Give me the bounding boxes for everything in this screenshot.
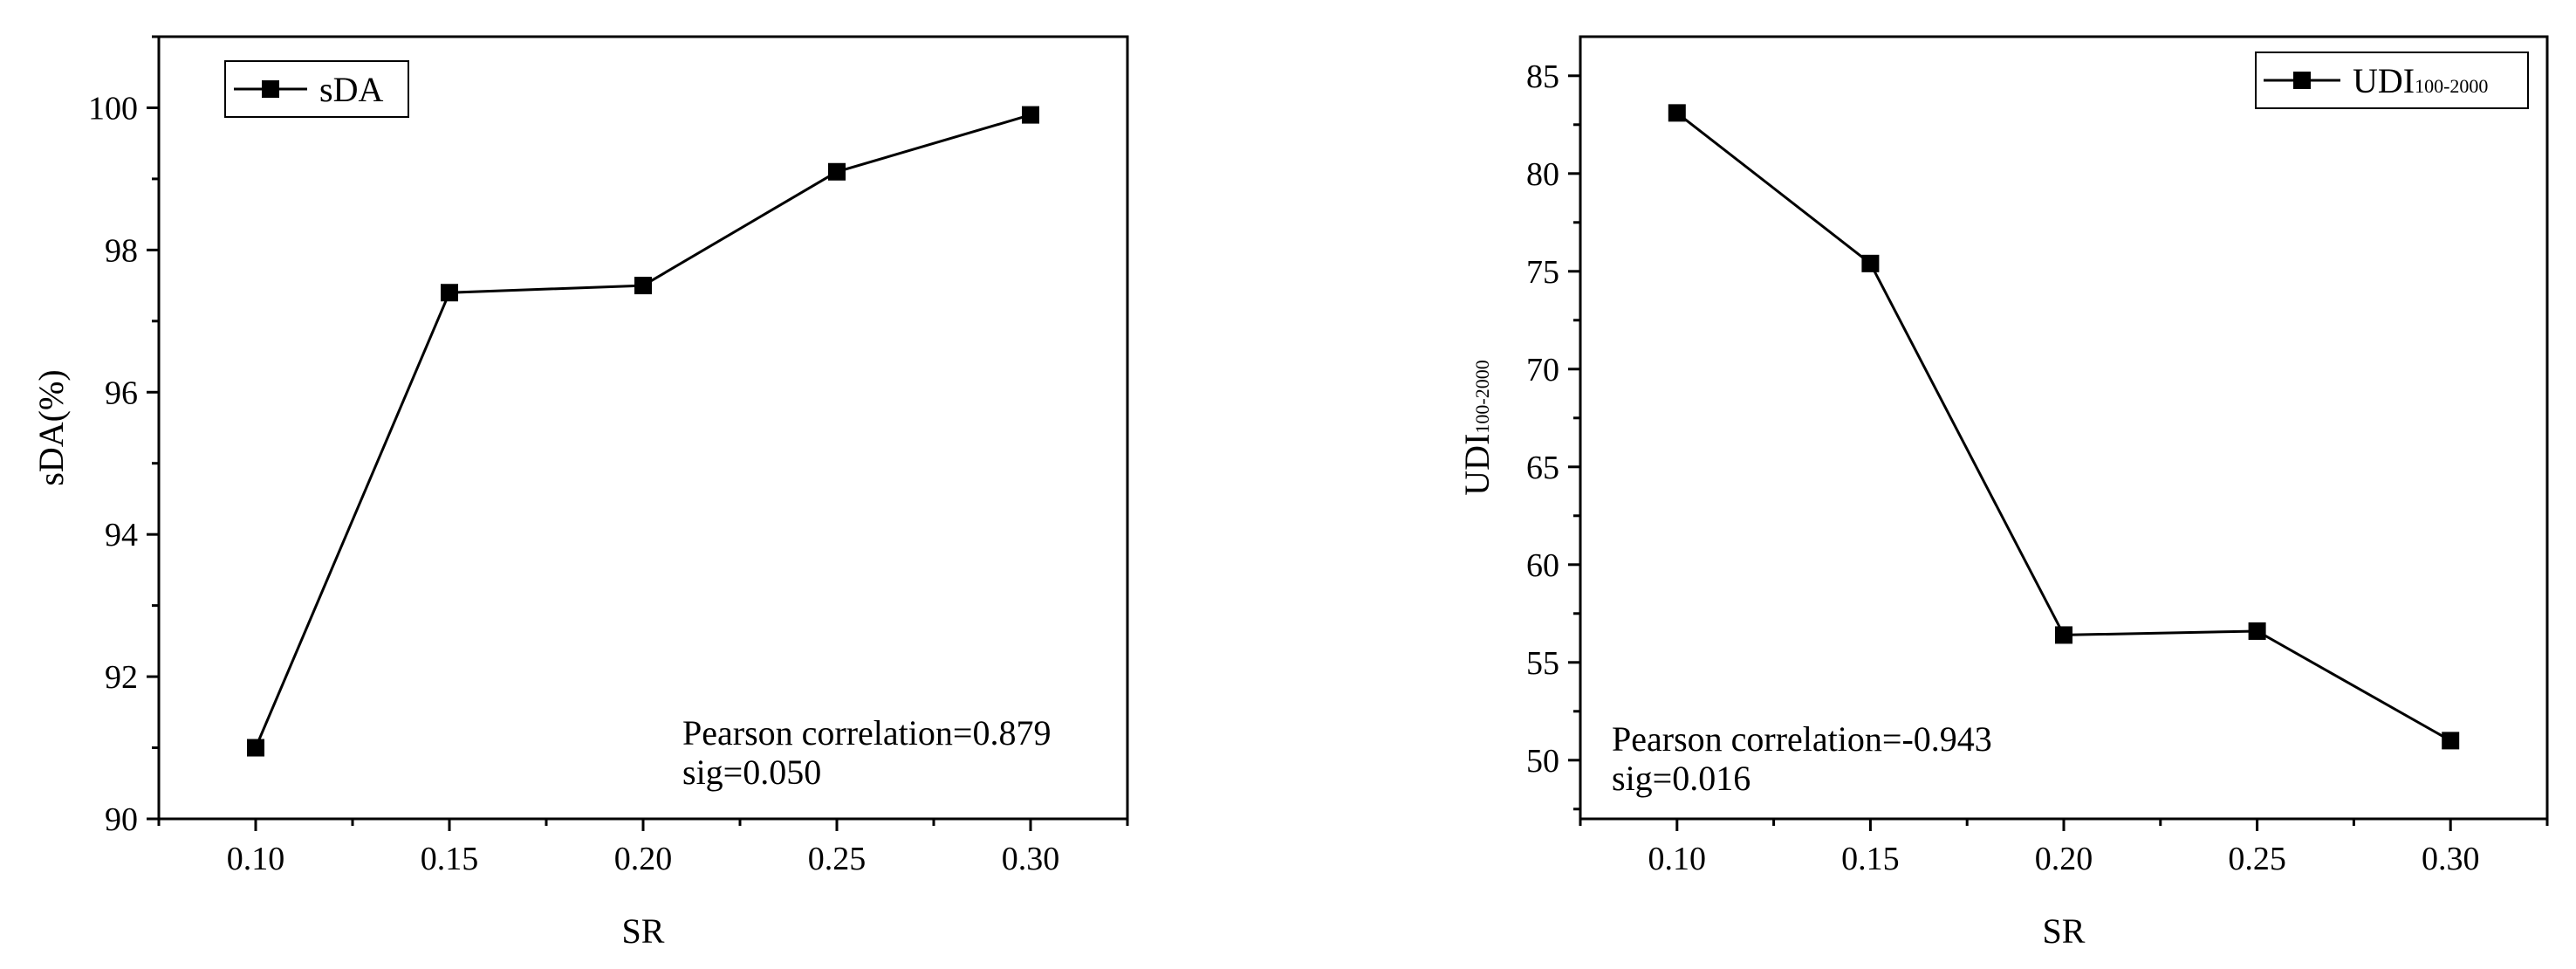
data-point [2055,626,2072,644]
x-tick-label: 0.30 [1002,841,1060,877]
legend-label: UDI100-2000 [2353,61,2488,100]
data-point [634,277,652,295]
y-tick-label: 90 [105,801,138,838]
x-tick-label: 0.30 [2422,841,2480,877]
sda-series-line [254,113,1031,749]
y-tick-label: 80 [1526,156,1559,193]
x-tick-label: 0.10 [227,841,285,877]
x-axis-label: SR [622,911,665,951]
data-point [1022,106,1039,124]
y-tick-label: 98 [105,232,138,269]
legend: UDI100-2000 [2255,52,2529,109]
y-tick-label: 55 [1526,645,1559,682]
sig-annotation: sig=0.016 [1612,759,1750,798]
y-tick-label: 75 [1526,254,1559,291]
y-axis-label: sDA(%) [31,369,71,485]
y-tick-label: 60 [1526,547,1559,584]
legend: sDA [224,60,409,118]
x-tick-label: 0.25 [808,841,867,877]
plot-frame [1579,35,2549,821]
y-axis-label-main: UDI [1457,434,1497,496]
y-axis-label: UDI100-2000 [1457,360,1497,495]
y-tick-label: 70 [1526,352,1559,388]
x-tick-label: 0.20 [614,841,673,877]
pearson-annotation: Pearson correlation=0.879 [682,713,1051,753]
y-tick-label: 100 [88,90,138,127]
data-point [828,162,846,181]
legend-label-main: UDI [2353,61,2415,100]
data-point [1668,104,1686,122]
udi-series-line [1675,112,2451,742]
x-tick-label: 0.10 [1648,841,1707,877]
y-tick-label: 50 [1526,743,1559,780]
y-tick-label: 96 [105,375,138,411]
legend-marker [262,80,279,98]
legend-label: sDA [319,70,383,109]
data-point [2442,732,2460,750]
sig-annotation: sig=0.050 [682,753,821,792]
udi-chart: 0.10 0.15 0.20 0.25 0.30 50 55 60 65 70 75 80 85 SR… [1457,35,2549,951]
x-axis-label: SR [2043,911,2086,951]
data-point [1861,254,1880,272]
x-tick-label: 0.20 [2035,841,2093,877]
plot-frame [157,35,1129,821]
y-tick-label: 92 [105,659,138,696]
data-point [247,739,264,757]
x-tick-label: 0.25 [2228,841,2286,877]
x-tick-label: 0.15 [421,841,479,877]
y-axis-label-sub: 100-2000 [1471,360,1493,433]
data-point [2248,622,2266,640]
y-tick-label: 85 [1526,58,1559,95]
y-tick-label: 94 [105,517,138,553]
y-tick-label: 65 [1526,450,1559,486]
sda-chart: 0.10 0.15 0.20 0.25 0.30 90 92 94 96 98 100 SR sD… [31,35,1129,951]
data-point [441,284,458,302]
x-tick-label: 0.15 [1841,841,1900,877]
legend-label-sub: 100-2000 [2415,75,2488,97]
pearson-annotation: Pearson correlation=-0.943 [1612,719,1992,759]
legend-marker [2293,72,2311,89]
